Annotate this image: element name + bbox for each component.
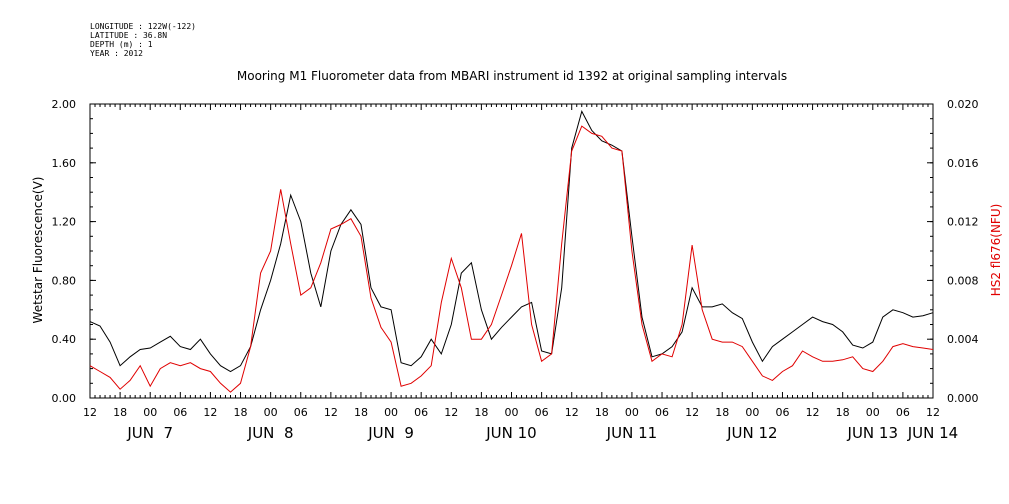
y-tick-label-left: 1.20 bbox=[52, 216, 77, 229]
metadata-block: LONGITUDE : 122W(-122) LATITUDE : 36.8N … bbox=[90, 22, 196, 58]
y-tick-label-right: 0.004 bbox=[947, 333, 979, 346]
x-tick-label: 12 bbox=[806, 406, 820, 419]
x-tick-label: 12 bbox=[926, 406, 940, 419]
x-tick-label: 18 bbox=[113, 406, 127, 419]
year-label: YEAR : 2012 bbox=[90, 49, 143, 58]
x-tick-label: 06 bbox=[775, 406, 789, 419]
x-day-label: JUN 13 bbox=[847, 424, 898, 442]
x-tick-label: 18 bbox=[474, 406, 488, 419]
x-tick-label: 18 bbox=[836, 406, 850, 419]
x-tick-label: 00 bbox=[625, 406, 639, 419]
x-day-label: JUN 9 bbox=[367, 424, 414, 442]
x-tick-label: 00 bbox=[745, 406, 759, 419]
x-tick-label: 18 bbox=[354, 406, 368, 419]
x-tick-label: 06 bbox=[173, 406, 187, 419]
x-tick-label: 00 bbox=[143, 406, 157, 419]
y-tick-label-left: 2.00 bbox=[52, 98, 77, 111]
x-tick-label: 12 bbox=[685, 406, 699, 419]
series-layer bbox=[89, 110, 934, 393]
x-day-label: JUN 8 bbox=[247, 424, 294, 442]
y-tick-label-left: 0.80 bbox=[52, 274, 77, 287]
y-tick-label-right: 0.008 bbox=[947, 274, 979, 287]
x-tick-label: 18 bbox=[595, 406, 609, 419]
x-day-label: JUN 11 bbox=[606, 424, 657, 442]
x-day-label: JUN 14 bbox=[907, 424, 958, 442]
x-tick-label: 06 bbox=[294, 406, 308, 419]
chart-title: Mooring M1 Fluorometer data from MBARI i… bbox=[237, 69, 787, 83]
series-line-wetstar bbox=[89, 110, 934, 373]
y-tick-label-right: 0.000 bbox=[947, 392, 979, 405]
x-tick-label: 06 bbox=[896, 406, 910, 419]
x-tick-label: 12 bbox=[444, 406, 458, 419]
x-tick-label: 00 bbox=[866, 406, 880, 419]
y-axis-label-left: Wetstar Fluorescence(V) bbox=[31, 177, 45, 324]
x-tick-label: 00 bbox=[264, 406, 278, 419]
x-tick-label: 18 bbox=[715, 406, 729, 419]
y-tick-label-left: 0.40 bbox=[52, 333, 77, 346]
x-tick-label: 12 bbox=[324, 406, 338, 419]
x-day-label: JUN 10 bbox=[485, 424, 536, 442]
depth-label: DEPTH (m) : 1 bbox=[90, 40, 153, 49]
x-day-label: JUN 12 bbox=[726, 424, 777, 442]
x-tick-label: 06 bbox=[655, 406, 669, 419]
x-tick-label: 00 bbox=[384, 406, 398, 419]
y-axis-label-right: HS2 fl676(NFU) bbox=[989, 204, 1003, 297]
x-day-label: JUN 7 bbox=[126, 424, 173, 442]
y-tick-label-right: 0.012 bbox=[947, 216, 979, 229]
longitude-label: LONGITUDE : 122W(-122) bbox=[90, 22, 196, 31]
y-tick-label-right: 0.020 bbox=[947, 98, 979, 111]
y-tick-label-right: 0.016 bbox=[947, 157, 979, 170]
x-tick-label: 06 bbox=[535, 406, 549, 419]
x-tick-label: 12 bbox=[83, 406, 97, 419]
x-tick-label: 00 bbox=[505, 406, 519, 419]
x-tick-label: 12 bbox=[565, 406, 579, 419]
latitude-label: LATITUDE : 36.8N bbox=[90, 31, 168, 40]
y-tick-label-left: 0.00 bbox=[52, 392, 77, 405]
x-tick-label: 06 bbox=[414, 406, 428, 419]
series-line-hs2 bbox=[89, 125, 934, 393]
plot-axes: 0.00 0.40 0.80 1.20 1.60 2.00 0.000 0.004 0.008 0… bbox=[52, 98, 979, 442]
y-tick-label-left: 1.60 bbox=[52, 157, 77, 170]
x-tick-label: 12 bbox=[203, 406, 217, 419]
x-tick-label: 18 bbox=[234, 406, 248, 419]
